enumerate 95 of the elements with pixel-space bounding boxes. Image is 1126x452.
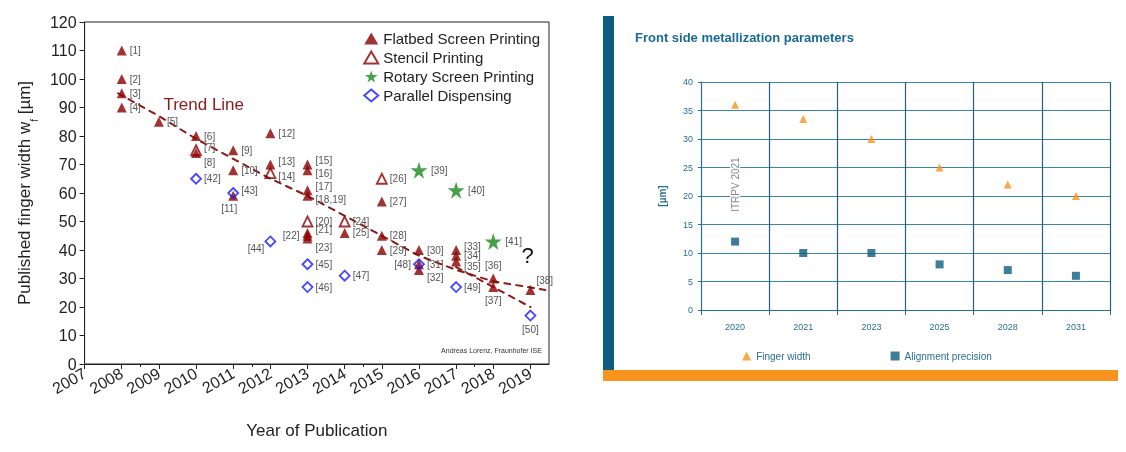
annotation: [46] [315,281,333,293]
annotation: [26] [389,173,407,185]
annotation: [9] [241,144,253,156]
x-tick-label: 2020 [725,321,746,332]
annotation: [2] [129,73,142,85]
annotation: [48] [394,258,412,270]
annotation: [33] [464,240,482,252]
annotation: [40] [468,184,486,196]
annotation: [34] [464,250,482,262]
annotation: [47] [352,270,370,282]
annotation: [10] [241,164,259,176]
annotation: [11] [221,203,238,215]
y-tick-label: 10 [682,248,693,258]
annotation: Trend Line [163,95,245,115]
annotation: [17] [315,180,333,192]
annotation: [3] [129,87,142,99]
x-tick-label: 2013 [272,364,312,398]
annotation: [13] [278,156,296,167]
annotation: [50] [522,324,539,336]
legend-label: Stencil Printing [383,49,484,66]
chart-title: Front side metallization parameters [635,30,854,45]
x-tick-label: 2017 [421,364,461,398]
annotation: [23] [315,242,333,254]
y-tick-label: 30 [58,270,77,287]
annotation: [41] [505,235,523,247]
x-tick-label: 2012 [235,364,275,398]
annotation: [4] [129,102,142,113]
annotation: [44] [247,242,265,254]
x-tick-label: 2011 [199,364,238,397]
annotation: [37] [484,294,502,306]
x-tick-label: 2025 [929,321,950,332]
y-tick-label: 0 [687,305,693,315]
annotation: [16] [315,167,333,179]
annotation: [1] [129,45,142,56]
annotation: [39] [430,164,448,176]
y-tick-label: 40 [58,241,77,259]
annotation: [25] [352,227,370,239]
annotation: [12] [278,127,296,139]
y-tick-label: 50 [58,213,77,230]
annotation: [30] [426,244,444,256]
x-tick-label: 2023 [861,321,882,332]
annotation: [8] [204,156,216,168]
y-tick-label: 25 [682,162,693,173]
legend-label: Parallel Dispensing [383,87,512,104]
y-tick-label: 60 [58,184,77,202]
y-tick-label: 110 [51,42,77,59]
annotation: [18,19] [315,194,347,206]
annotation: [31] [426,258,444,270]
x-tick-label: 2018 [458,364,498,398]
y-tick-label: 100 [49,70,77,88]
legend-label: Alignment precision [904,350,992,362]
annotation: [43] [241,184,259,196]
annotation: [22] [282,230,300,242]
x-tick-label: 2014 [309,364,349,398]
y-axis-title: Published finger width wf [µm] [15,80,40,306]
y-tick-label: 20 [682,191,693,201]
y-tick-label: 90 [58,99,77,116]
annotation: [29] [389,244,407,256]
annotation: ITRPV 2021 [729,156,741,212]
annotation: [6] [204,130,216,142]
y-axis-title: [µm] [656,185,668,207]
y-tick-label: 15 [682,219,693,230]
annotation: [21] [315,224,333,236]
legend-label: Flatbed Screen Printing [383,30,541,47]
annotation: [36] [484,260,502,271]
y-tick-label: 35 [682,105,693,116]
annotation: [5] [166,116,179,128]
annotation: [45] [315,258,333,270]
legend-label: Finger width [756,350,811,362]
annotation: [20] [315,216,333,227]
x-tick-label: 2019 [495,364,535,398]
y-tick-label: 80 [58,127,77,145]
annotation: [42] [204,173,221,185]
x-tick-label: 2021 [793,321,814,332]
annotation: [49] [464,281,482,293]
annotation: [27] [389,196,407,208]
y-tick-label: 5 [687,276,693,287]
legend-label: Rotary Screen Printing [383,68,535,85]
annotation: [35] [464,260,482,272]
x-tick-label: 2031 [1065,321,1086,332]
y-tick-label: 120 [49,13,77,31]
x-tick-label: 2010 [161,364,201,398]
y-tick-label: 10 [58,327,77,344]
annotation: ? [521,243,534,269]
annotation: [15] [315,155,333,166]
y-tick-label: 30 [682,134,693,144]
annotation: [28] [389,230,407,242]
y-tick-label: 20 [58,298,77,316]
annotation: [7] [204,141,216,153]
y-tick-label: 70 [58,156,77,173]
y-tick-label: 40 [682,77,693,87]
x-axis-title: Year of Publication [246,421,388,440]
x-tick-label: 2028 [997,321,1018,332]
annotation: [14] [278,170,296,182]
annotation: [32] [426,272,444,284]
